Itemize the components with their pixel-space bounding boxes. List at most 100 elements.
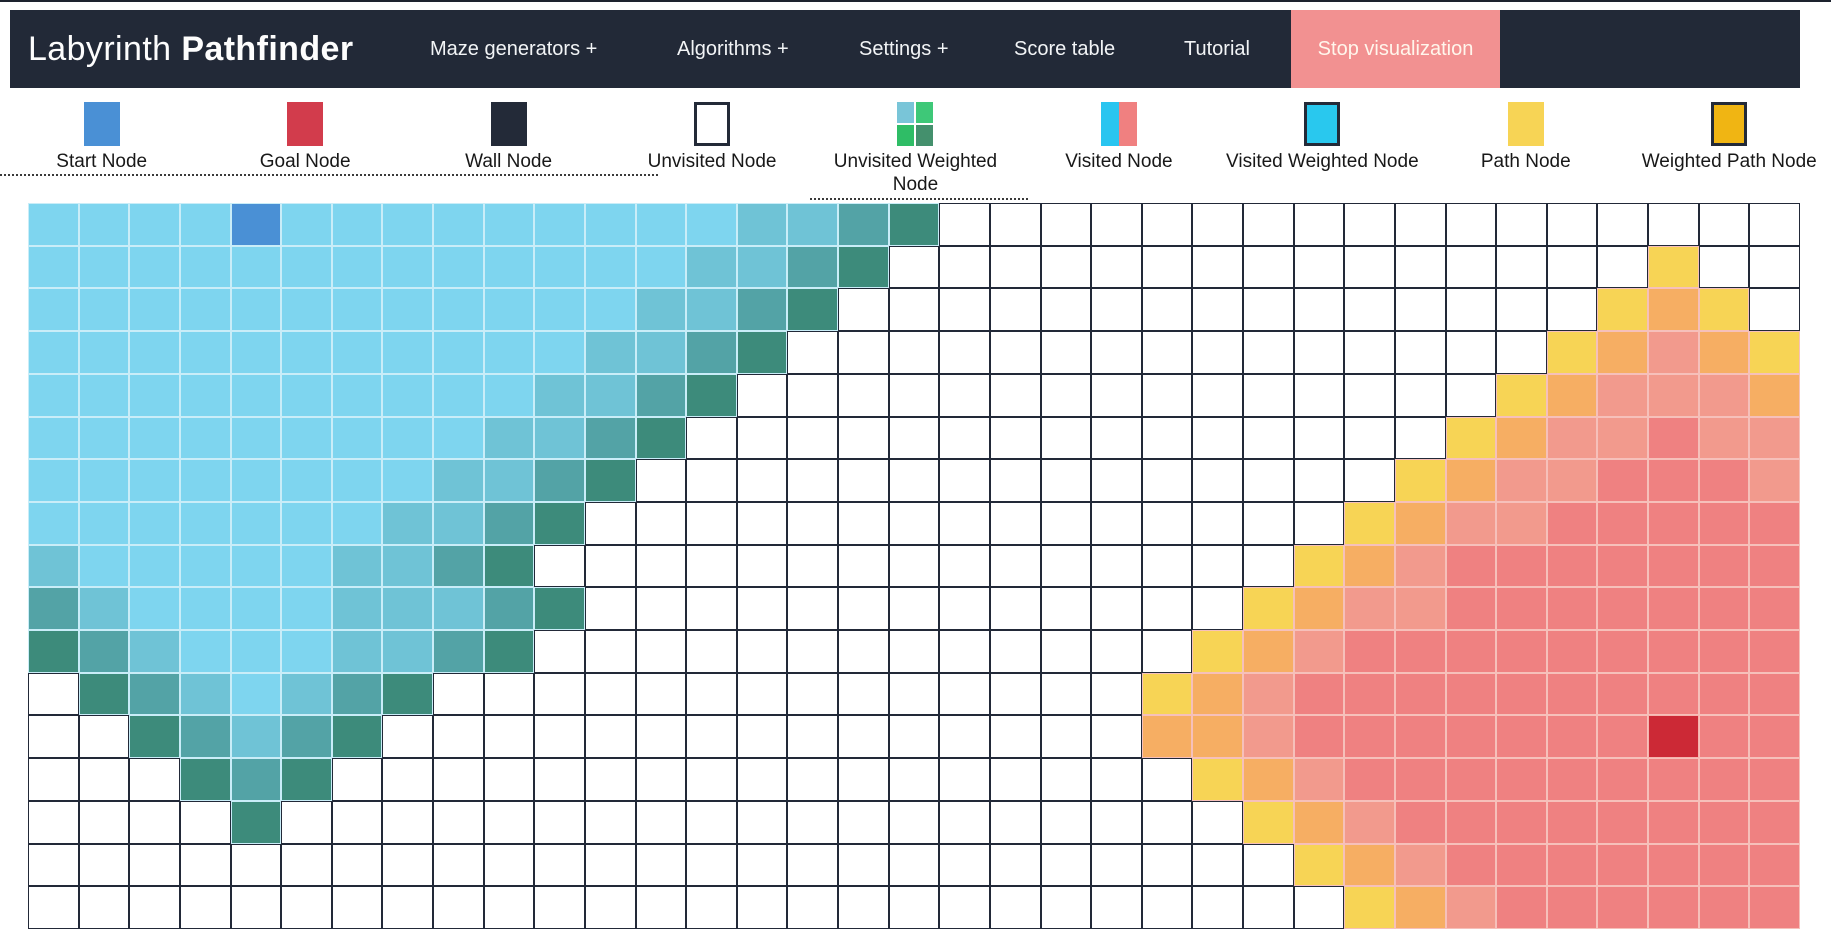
grid-cell[interactable] bbox=[1749, 715, 1800, 759]
grid-cell[interactable] bbox=[78, 203, 130, 246]
grid-cell[interactable] bbox=[78, 373, 130, 417]
grid-cell[interactable] bbox=[483, 715, 535, 759]
grid-cell[interactable] bbox=[281, 886, 332, 929]
grid-cell[interactable] bbox=[483, 672, 535, 716]
grid-cell[interactable] bbox=[1040, 672, 1092, 716]
grid-cell[interactable] bbox=[534, 758, 585, 801]
grid-cell[interactable] bbox=[736, 672, 788, 716]
grid-cell[interactable] bbox=[179, 886, 231, 929]
grid-cell[interactable] bbox=[78, 331, 130, 374]
grid-cell[interactable] bbox=[483, 843, 535, 887]
grid-cell[interactable] bbox=[838, 587, 889, 631]
grid-cell[interactable] bbox=[989, 373, 1041, 417]
grid-cell[interactable] bbox=[1445, 501, 1497, 545]
grid-cell[interactable] bbox=[1648, 501, 1699, 545]
grid-cell[interactable] bbox=[1496, 715, 1547, 759]
grid-cell[interactable] bbox=[78, 544, 130, 588]
grid-cell[interactable] bbox=[1141, 331, 1193, 374]
grid-cell[interactable] bbox=[129, 587, 180, 631]
grid-cell[interactable] bbox=[1293, 203, 1345, 246]
grid-cell[interactable] bbox=[1040, 758, 1092, 801]
grid-cell[interactable] bbox=[382, 501, 434, 545]
grid-cell[interactable] bbox=[534, 715, 585, 759]
grid-cell[interactable] bbox=[78, 630, 130, 673]
grid-cell[interactable] bbox=[1394, 672, 1446, 716]
grid-cell[interactable] bbox=[584, 544, 636, 588]
grid-cell[interactable] bbox=[736, 373, 788, 417]
grid-cell[interactable] bbox=[1546, 758, 1598, 801]
grid-cell[interactable] bbox=[1141, 544, 1193, 588]
grid-cell[interactable] bbox=[736, 501, 788, 545]
grid-cell[interactable] bbox=[1749, 672, 1800, 716]
grid-cell[interactable] bbox=[534, 672, 585, 716]
grid-cell[interactable] bbox=[888, 544, 940, 588]
grid-cell[interactable] bbox=[686, 373, 737, 417]
grid-cell[interactable] bbox=[129, 416, 180, 460]
grid-cell[interactable] bbox=[1496, 544, 1547, 588]
grid-cell[interactable] bbox=[1141, 800, 1193, 844]
grid-cell[interactable] bbox=[939, 416, 990, 460]
grid-cell[interactable] bbox=[179, 630, 231, 673]
grid-cell[interactable] bbox=[736, 715, 788, 759]
grid-cell[interactable] bbox=[635, 373, 687, 417]
grid-cell[interactable] bbox=[1496, 288, 1547, 332]
grid-cell[interactable] bbox=[1394, 501, 1446, 545]
grid-cell[interactable] bbox=[1040, 800, 1092, 844]
grid-cell[interactable] bbox=[230, 843, 282, 887]
grid-cell[interactable] bbox=[989, 758, 1041, 801]
grid-cell[interactable] bbox=[787, 587, 839, 631]
grid-cell[interactable] bbox=[1648, 758, 1699, 801]
grid-cell[interactable] bbox=[483, 501, 535, 545]
grid-cell[interactable] bbox=[1597, 630, 1649, 673]
grid-cell[interactable] bbox=[838, 630, 889, 673]
grid-cell[interactable] bbox=[1091, 843, 1142, 887]
grid-cell[interactable] bbox=[281, 459, 332, 502]
grid-cell[interactable] bbox=[1394, 245, 1446, 289]
grid-cell[interactable] bbox=[1597, 544, 1649, 588]
grid-cell[interactable] bbox=[1040, 373, 1092, 417]
grid-cell[interactable] bbox=[230, 715, 282, 759]
grid-cell[interactable] bbox=[534, 203, 585, 246]
grid-cell[interactable] bbox=[1597, 203, 1649, 246]
grid-cell[interactable] bbox=[787, 501, 839, 545]
grid-cell[interactable] bbox=[1192, 715, 1244, 759]
grid-cell[interactable] bbox=[1040, 245, 1092, 289]
grid-cell[interactable] bbox=[28, 288, 79, 332]
grid-cell[interactable] bbox=[129, 630, 180, 673]
grid-cell[interactable] bbox=[534, 800, 585, 844]
grid-cell[interactable] bbox=[78, 715, 130, 759]
grid-cell[interactable] bbox=[28, 459, 79, 502]
grid-cell[interactable] bbox=[433, 672, 484, 716]
grid-cell[interactable] bbox=[686, 715, 737, 759]
grid-cell[interactable] bbox=[1445, 587, 1497, 631]
grid-cell[interactable] bbox=[635, 245, 687, 289]
grid-cell[interactable] bbox=[1546, 288, 1598, 332]
grid-cell[interactable] bbox=[1749, 203, 1800, 246]
grid-cell[interactable] bbox=[1749, 459, 1800, 502]
grid-cell[interactable] bbox=[686, 630, 737, 673]
grid-cell[interactable] bbox=[989, 715, 1041, 759]
grid-cell[interactable] bbox=[129, 800, 180, 844]
grid-cell[interactable] bbox=[736, 843, 788, 887]
grid-cell[interactable] bbox=[635, 715, 687, 759]
grid-cell[interactable] bbox=[635, 331, 687, 374]
grid-cell[interactable] bbox=[433, 416, 484, 460]
grid-cell[interactable] bbox=[1648, 288, 1699, 332]
grid-cell[interactable] bbox=[1749, 800, 1800, 844]
grid-cell[interactable] bbox=[1496, 373, 1547, 417]
grid-cell[interactable] bbox=[78, 501, 130, 545]
nav-item-algorithms[interactable]: Algorithms + bbox=[677, 37, 789, 60]
grid-cell[interactable] bbox=[736, 800, 788, 844]
grid-cell[interactable] bbox=[1648, 416, 1699, 460]
grid-cell[interactable] bbox=[433, 288, 484, 332]
grid-cell[interactable] bbox=[584, 331, 636, 374]
grid-cell[interactable] bbox=[281, 758, 332, 801]
grid-cell[interactable] bbox=[1192, 544, 1244, 588]
grid-cell[interactable] bbox=[534, 331, 585, 374]
grid-cell[interactable] bbox=[1698, 587, 1750, 631]
grid-cell[interactable] bbox=[534, 544, 585, 588]
grid-cell[interactable] bbox=[1394, 843, 1446, 887]
grid-cell[interactable] bbox=[1091, 288, 1142, 332]
grid-cell[interactable] bbox=[1496, 203, 1547, 246]
grid-cell[interactable] bbox=[635, 886, 687, 929]
